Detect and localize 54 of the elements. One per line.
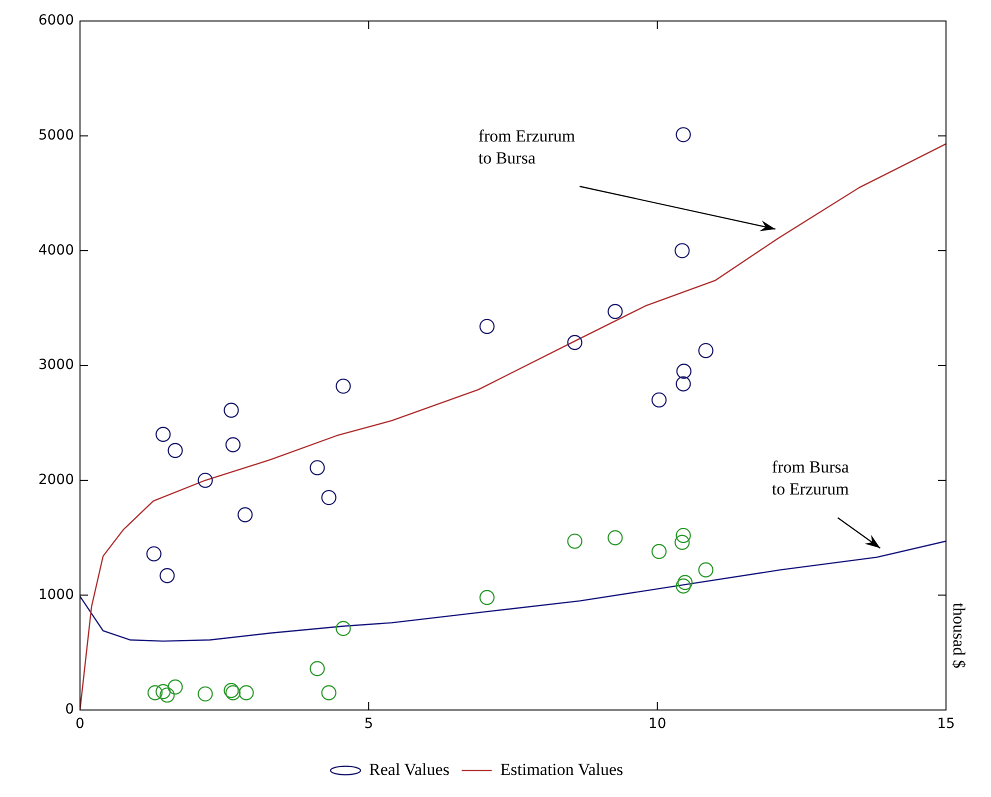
point: [676, 376, 691, 392]
point: [651, 544, 667, 560]
point: [479, 318, 495, 334]
y-tick-label: 2000: [38, 472, 74, 488]
point: [674, 243, 690, 258]
x-tick-label: 5: [364, 716, 374, 732]
point: [567, 334, 582, 350]
point: [336, 620, 351, 636]
point: [608, 530, 623, 546]
y-tick-label: 0: [65, 702, 74, 718]
y-tick-label: 3000: [38, 357, 74, 374]
point: [156, 684, 171, 700]
x-tick-label: 10: [648, 716, 666, 732]
point: [160, 687, 175, 703]
point: [479, 590, 495, 606]
point: [567, 534, 582, 549]
y-tick-label: 4000: [38, 242, 74, 258]
point: [676, 578, 691, 594]
point: [224, 402, 239, 418]
point: [160, 568, 175, 584]
y-tick-label: 6000: [38, 12, 74, 29]
point: [168, 679, 183, 695]
point: [146, 546, 162, 562]
point: [676, 364, 692, 379]
point: [698, 562, 714, 578]
point: [336, 378, 351, 394]
point: [238, 507, 253, 522]
x-tick-label: 0: [76, 716, 84, 732]
x-tick-label: 15: [937, 716, 955, 732]
point: [310, 661, 325, 676]
legend-label: Real Values: [369, 760, 450, 779]
point: [310, 460, 325, 476]
y-tick-label: 1000: [38, 586, 74, 603]
y-axis-title: thousad $: [950, 602, 969, 668]
point: [651, 392, 667, 408]
point: [198, 472, 213, 488]
annotation: from Erzurum to Bursa: [478, 126, 576, 168]
point: [676, 127, 691, 142]
point: [198, 686, 213, 702]
point: [156, 426, 171, 442]
point: [698, 342, 714, 358]
point: [321, 685, 336, 700]
point: [147, 685, 163, 700]
y-tick-label: 5000: [38, 127, 74, 144]
point: [238, 685, 254, 700]
legend-label: Estimation Values: [500, 760, 624, 779]
point: [168, 442, 183, 458]
point: [321, 490, 336, 506]
point: [225, 437, 241, 452]
point: [676, 528, 691, 544]
point: [677, 574, 693, 590]
point: [608, 304, 623, 320]
point: [674, 534, 690, 550]
annotation: from Bursa to Erzurum: [772, 457, 850, 498]
